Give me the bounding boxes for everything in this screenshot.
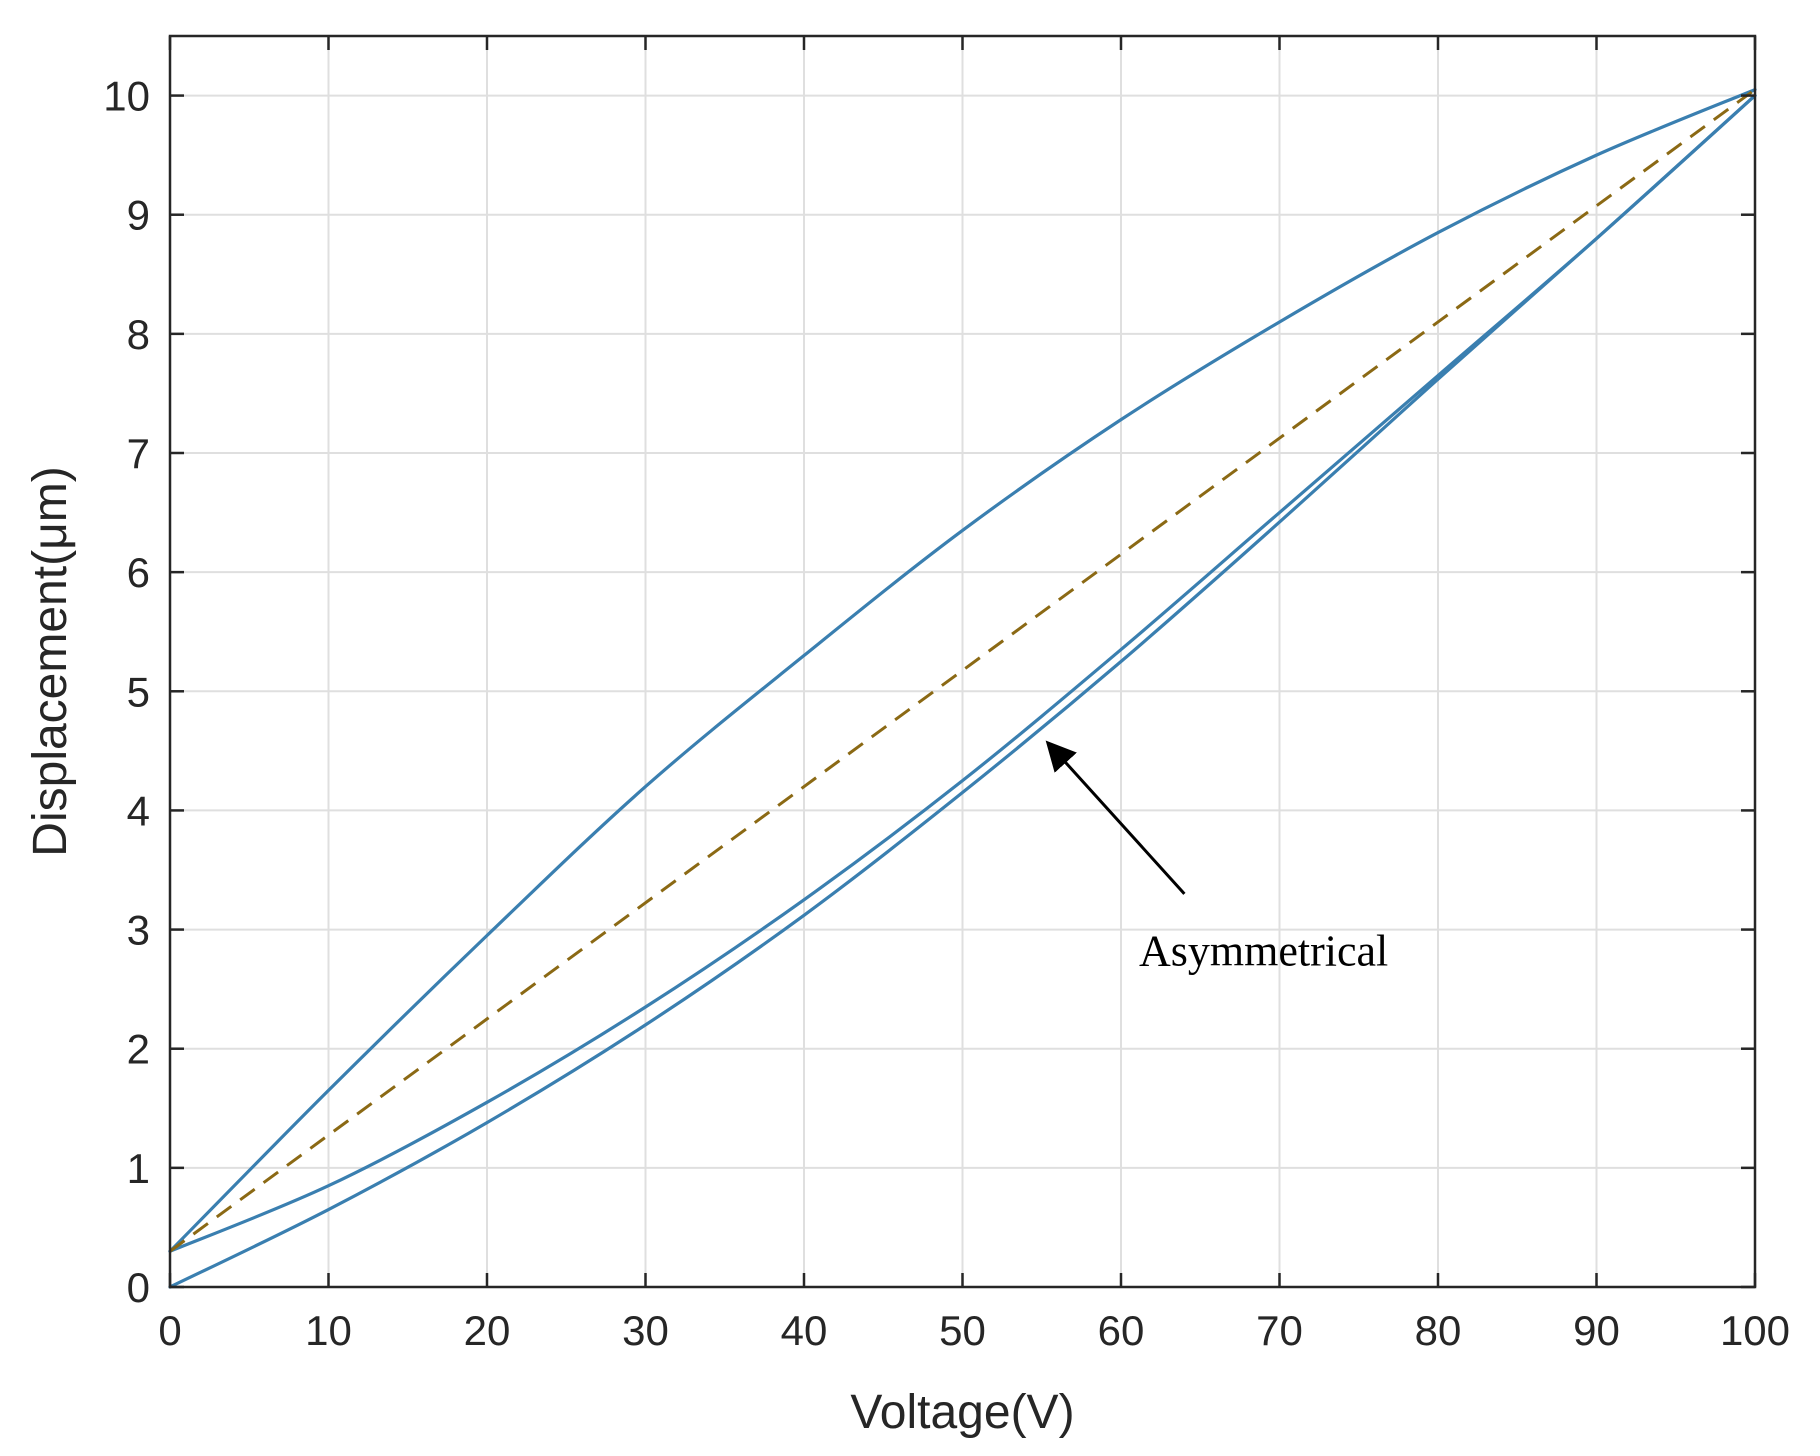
- y-tick-label: 5: [127, 668, 150, 715]
- x-tick-label: 90: [1573, 1307, 1620, 1354]
- series-layer: [168, 88, 1757, 1289]
- x-tick-label: 70: [1256, 1307, 1303, 1354]
- x-tick-label: 20: [464, 1307, 511, 1354]
- x-tick-label: 80: [1415, 1307, 1462, 1354]
- y-tick-label: 9: [127, 192, 150, 239]
- hysteresis-curve-1: [168, 88, 1757, 1253]
- x-tick-label: 0: [158, 1307, 181, 1354]
- annotation-arrow: [1045, 740, 1186, 895]
- y-tick-label: 10: [103, 73, 150, 120]
- annotation-layer: Asymmetrical: [1045, 740, 1388, 975]
- y-tick-label: 3: [127, 907, 150, 954]
- x-tick-label: 50: [939, 1307, 986, 1354]
- axis-ticks: 0 10 20 30 40 50 60 70 80 90 100 0 1 2 3 4 5 6 7 8 9 10: [103, 36, 1790, 1354]
- x-axis-title: Voltage(V): [850, 1386, 1074, 1439]
- hysteresis-curve-3: [168, 93, 1757, 1289]
- annotation-label: Asymmetrical: [1139, 926, 1388, 975]
- y-tick-label: 7: [127, 430, 150, 477]
- x-tick-label: 10: [305, 1307, 352, 1354]
- y-tick-label: 2: [127, 1026, 150, 1073]
- x-tick-label: 40: [781, 1307, 828, 1354]
- y-tick-label: 0: [127, 1264, 150, 1311]
- grid-lines: [169, 36, 1756, 1288]
- linear-reference-line: [169, 88, 1756, 1253]
- x-tick-label: 60: [1098, 1307, 1145, 1354]
- x-tick-label: 30: [622, 1307, 669, 1354]
- x-tick-label: 100: [1720, 1307, 1790, 1354]
- y-tick-label: 8: [127, 311, 150, 358]
- y-tick-label: 6: [127, 549, 150, 596]
- y-tick-label: 1: [127, 1145, 150, 1192]
- y-axis-title: Displacement(μm): [24, 466, 77, 856]
- y-tick-label: 4: [127, 787, 150, 834]
